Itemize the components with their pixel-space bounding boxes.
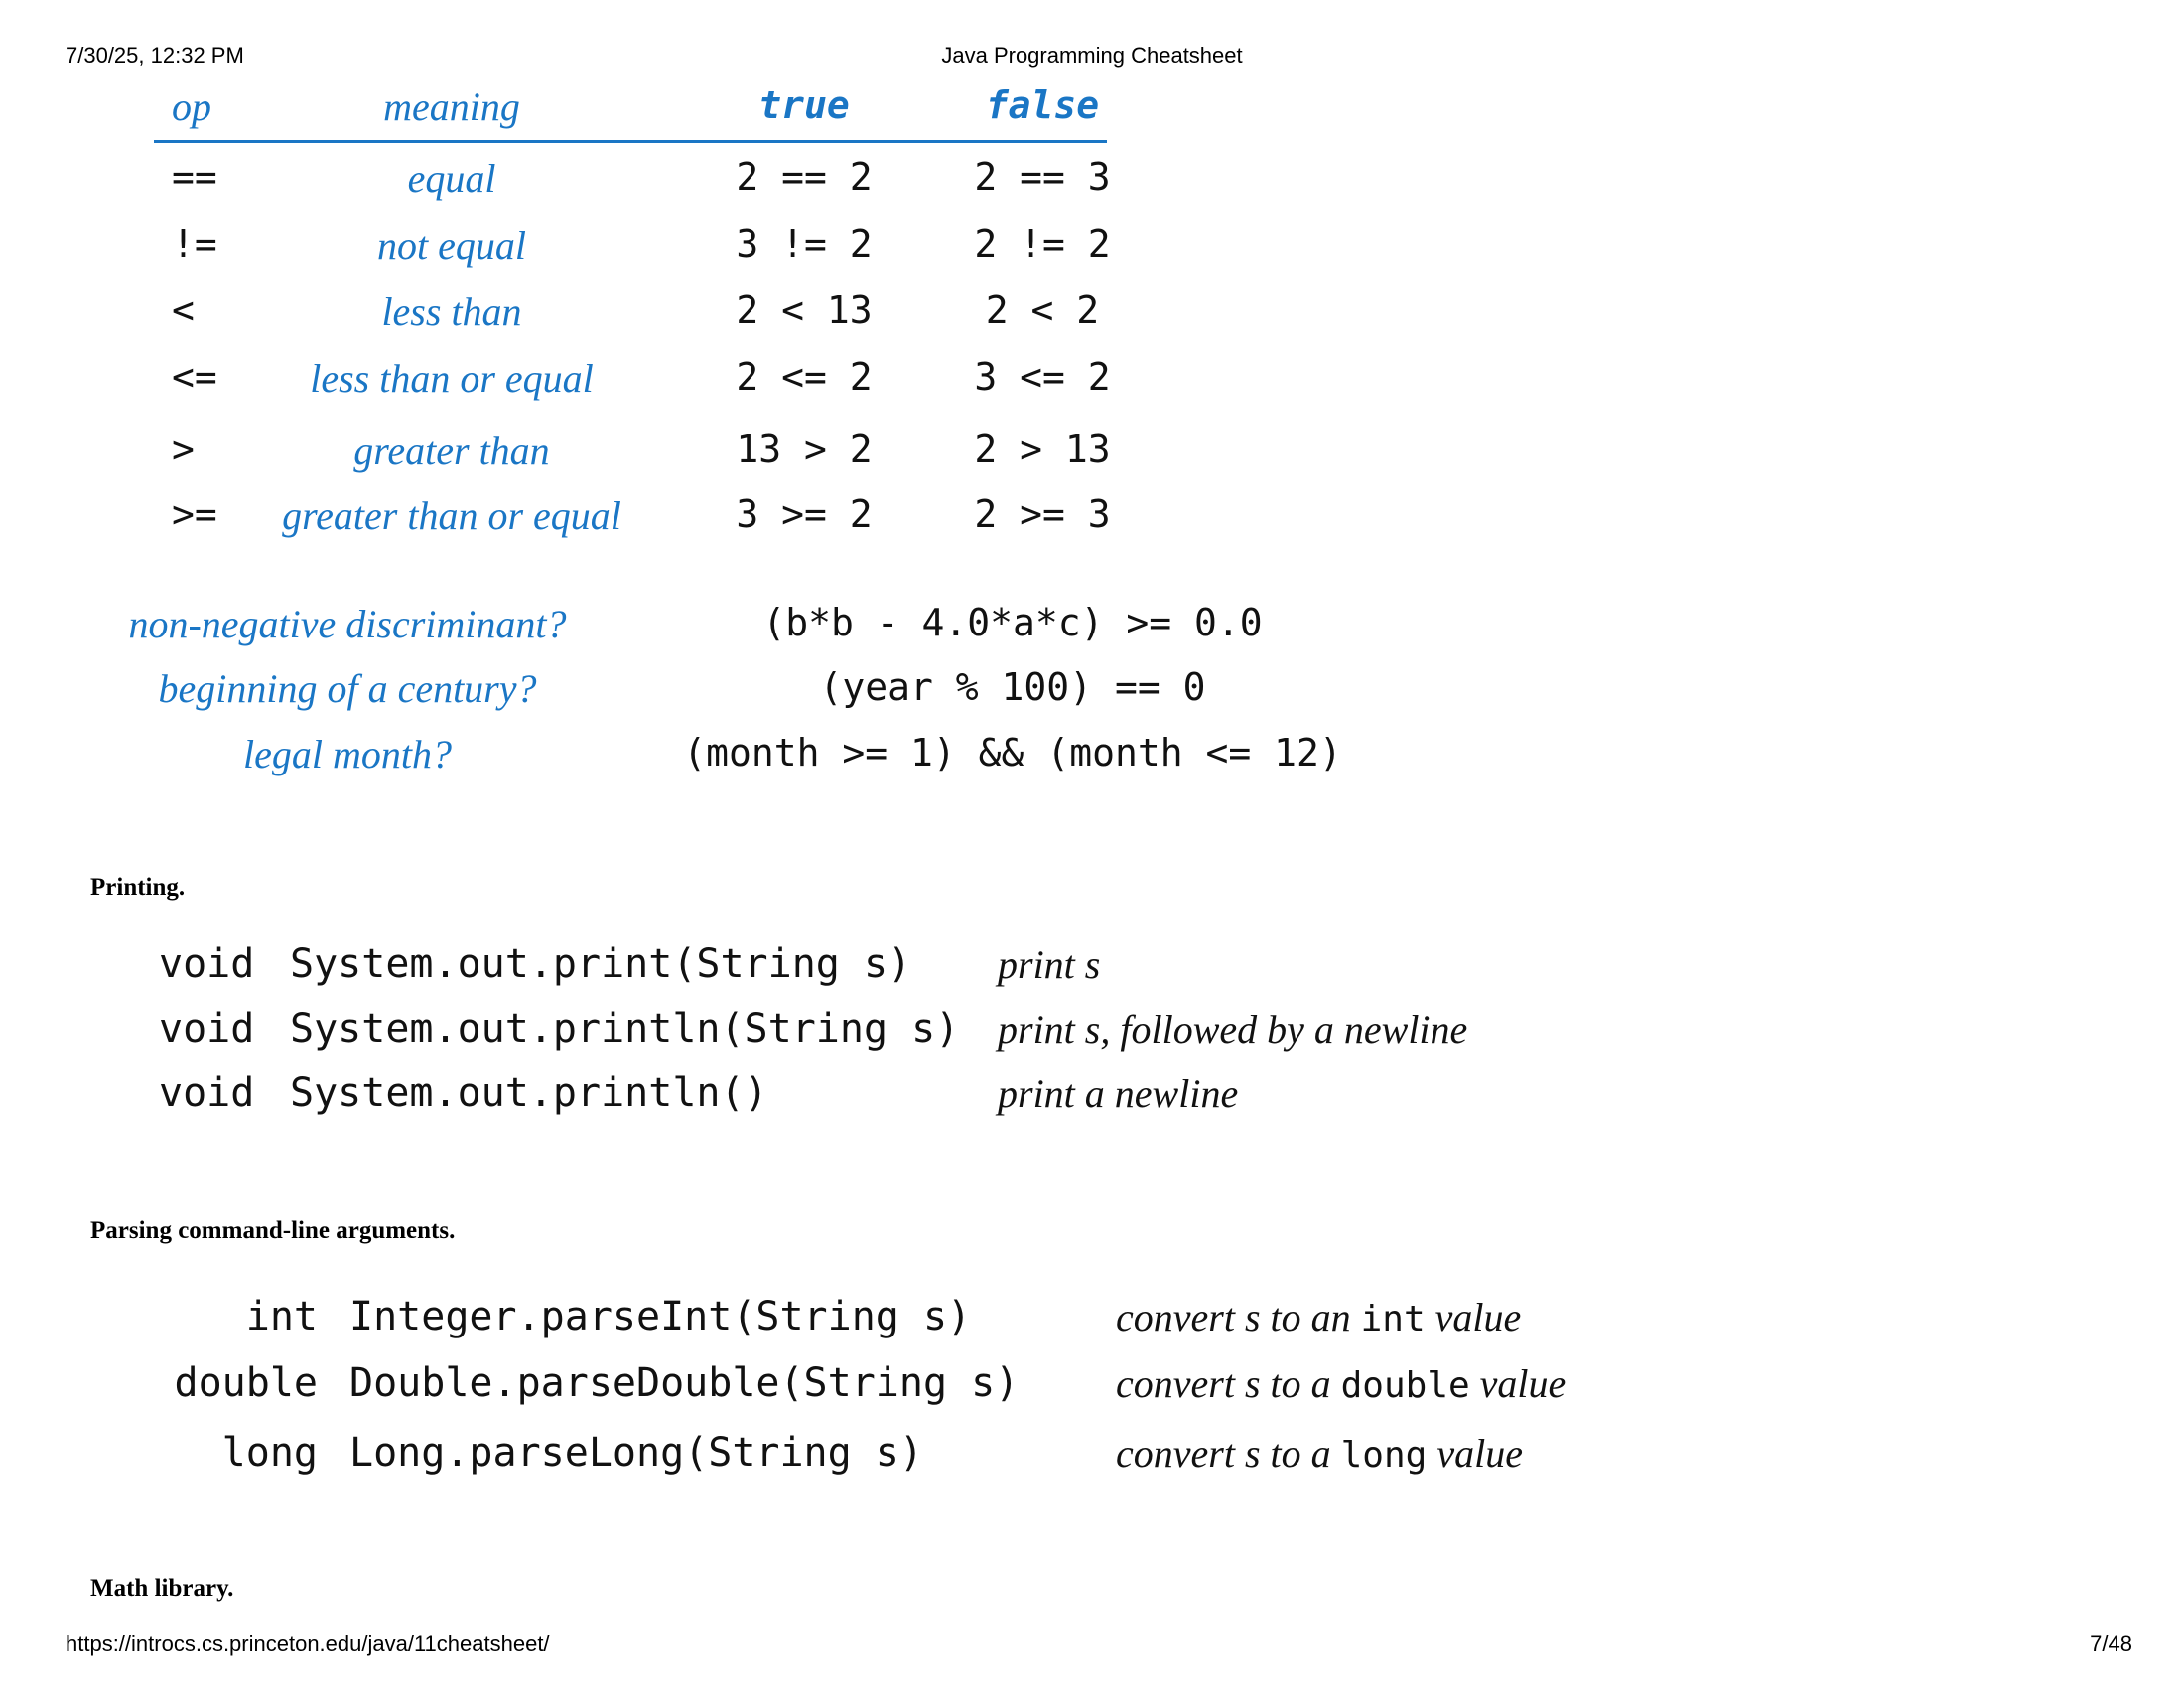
- example-expression: (year % 100) == 0: [819, 665, 1206, 709]
- false-example-cell: 2 >= 3: [974, 492, 1111, 536]
- true-example-cell: 3 != 2: [736, 222, 873, 266]
- description-text: value: [1469, 1361, 1567, 1406]
- meaning-cell: greater than or equal: [282, 493, 621, 538]
- description-text: convert s to a: [1116, 1361, 1341, 1406]
- method-description: print s: [998, 942, 1101, 987]
- description-text: value: [1427, 1431, 1523, 1476]
- method-signature: System.out.println(String s): [290, 1006, 960, 1052]
- method-signature: System.out.print(String s): [290, 941, 912, 987]
- type-name: int: [1360, 1299, 1426, 1339]
- op-cell: <: [172, 288, 195, 332]
- method-description: print a newline: [998, 1071, 1239, 1116]
- method-signature: Double.parseDouble(String s): [349, 1360, 1020, 1406]
- header-false: false: [985, 83, 1100, 127]
- table-row: >= greater than or equal 3 >= 2 2 >= 3: [154, 492, 1111, 552]
- meaning-cell: not equal: [377, 223, 526, 268]
- description-text: convert s to a: [1116, 1431, 1341, 1476]
- method-description: print s, followed by a newline: [998, 1007, 1468, 1052]
- return-type: double: [174, 1360, 319, 1406]
- op-cell: >: [172, 427, 195, 471]
- false-example-cell: 2 == 3: [974, 155, 1111, 199]
- page-number: 7/48: [2090, 1631, 2132, 1656]
- example-question: non-negative discriminant?: [128, 602, 567, 646]
- meaning-cell: less than or equal: [310, 356, 594, 401]
- method-signature: Integer.parseInt(String s): [349, 1294, 972, 1339]
- header-rule: [154, 140, 1107, 143]
- false-example-cell: 2 < 2: [985, 288, 1100, 332]
- meaning-cell: equal: [407, 156, 496, 201]
- true-example-cell: 2 <= 2: [736, 355, 873, 399]
- table-row: < less than 2 < 13 2 < 2: [154, 288, 1107, 348]
- method-description: convert s to an int value: [1116, 1294, 1521, 1340]
- meaning-cell: less than: [381, 289, 522, 334]
- true-example-cell: 2 == 2: [736, 155, 873, 199]
- example-expression: (b*b - 4.0*a*c) >= 0.0: [762, 601, 1263, 644]
- print-datetime: 7/30/25, 12:32 PM: [66, 43, 244, 68]
- example-question: beginning of a century?: [158, 666, 537, 711]
- page-url[interactable]: https://introcs.cs.princeton.edu/java/11…: [66, 1631, 550, 1656]
- method-description: convert s to a long value: [1116, 1430, 1523, 1477]
- table-row: > greater than 13 > 2 2 > 13: [154, 427, 1111, 487]
- false-example-cell: 3 <= 2: [974, 355, 1111, 399]
- section-title-math: Math library.: [90, 1575, 234, 1602]
- page-title: Java Programming Cheatsheet: [941, 43, 1243, 68]
- op-cell: <=: [172, 355, 217, 399]
- true-example-cell: 13 > 2: [736, 427, 873, 471]
- return-type: int: [245, 1294, 318, 1339]
- true-example-cell: 2 < 13: [736, 288, 873, 332]
- method-signature: Long.parseLong(String s): [349, 1430, 923, 1476]
- section-title-printing: Printing.: [90, 874, 186, 901]
- section-title-parsing: Parsing command-line arguments.: [90, 1217, 456, 1244]
- header-op: op: [172, 84, 211, 129]
- op-cell: !=: [172, 222, 217, 266]
- header-true: true: [758, 83, 850, 127]
- example-expression: (month >= 1) && (month <= 12): [683, 731, 1342, 774]
- return-type: void: [159, 1006, 255, 1052]
- false-example-cell: 2 > 13: [974, 427, 1111, 471]
- meaning-cell: greater than: [353, 428, 550, 473]
- description-text: value: [1425, 1295, 1522, 1339]
- header-meaning: meaning: [383, 84, 520, 129]
- type-name: long: [1340, 1435, 1428, 1476]
- type-name: double: [1340, 1365, 1470, 1406]
- example-question: legal month?: [243, 732, 452, 776]
- op-cell: >=: [172, 492, 217, 536]
- description-text: convert s to an: [1116, 1295, 1361, 1339]
- return-type: long: [221, 1430, 318, 1476]
- table-row: != not equal 3 != 2 2 != 2: [154, 222, 1111, 282]
- method-signature: System.out.println(): [290, 1070, 768, 1116]
- method-description: convert s to a double value: [1116, 1360, 1566, 1407]
- comparison-operators-table: op meaning true false == equal 2 == 2 2 …: [154, 83, 1111, 552]
- return-type: void: [159, 941, 255, 987]
- false-example-cell: 2 != 2: [974, 222, 1111, 266]
- table-row: == equal 2 == 2 2 == 3: [154, 155, 1111, 214]
- true-example-cell: 3 >= 2: [736, 492, 873, 536]
- table-row: <= less than or equal 2 <= 2 3 <= 2: [154, 355, 1111, 415]
- return-type: void: [159, 1070, 255, 1116]
- op-cell: ==: [172, 155, 217, 199]
